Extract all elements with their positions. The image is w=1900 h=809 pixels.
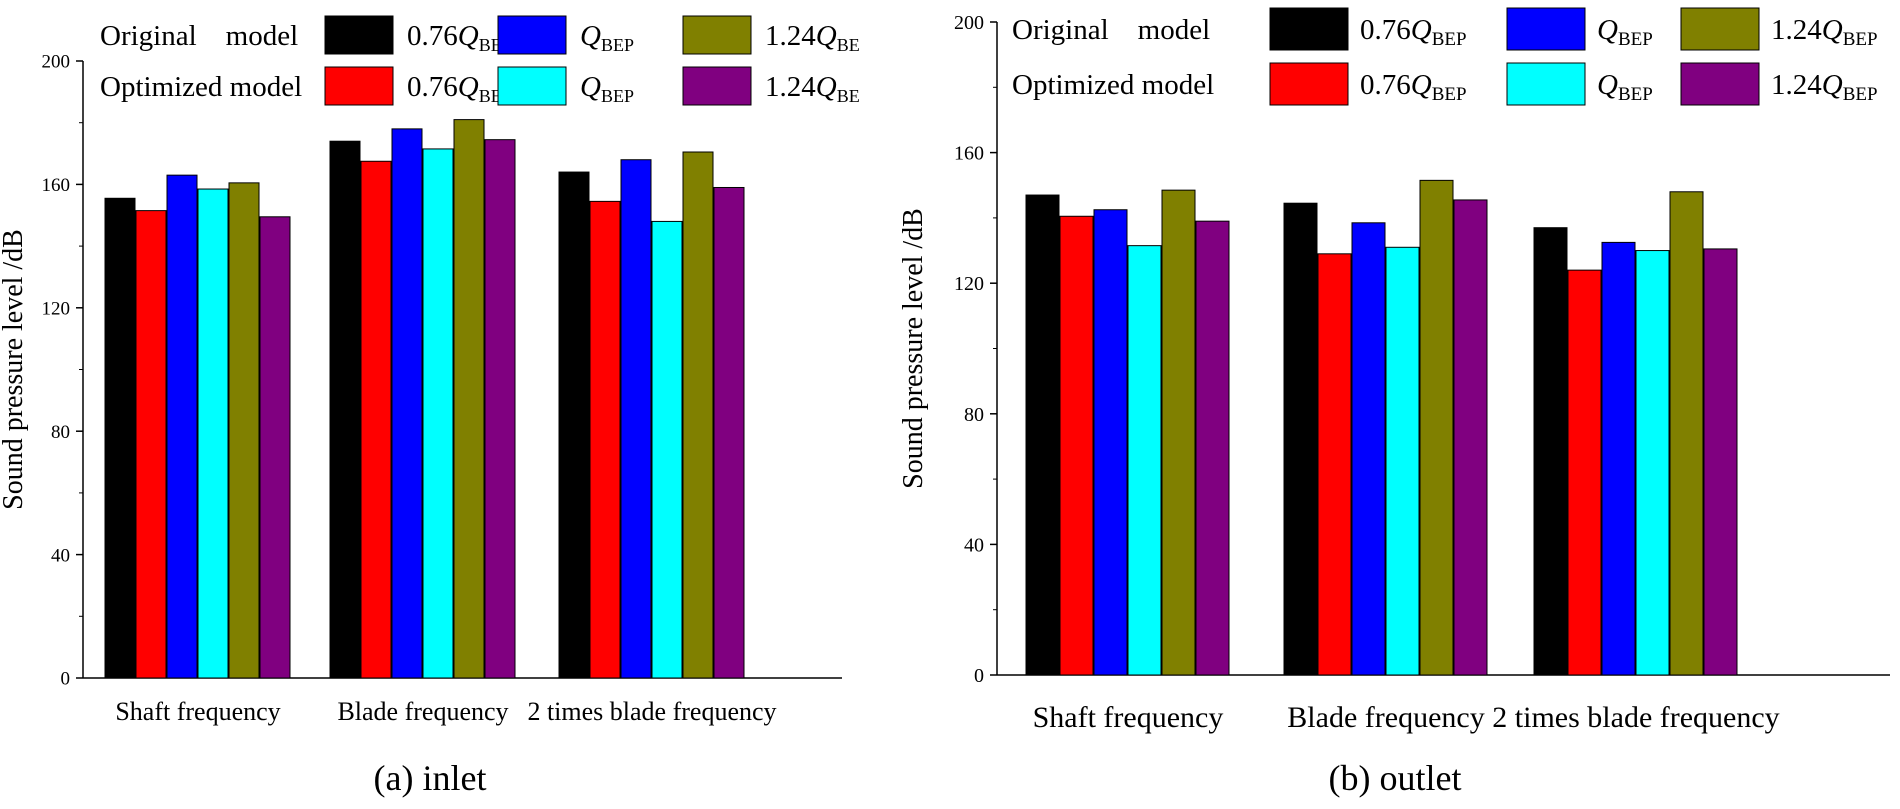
legend-optimized-entry: 0.76QBEP bbox=[407, 71, 512, 106]
legend-optimized-swatch bbox=[497, 66, 567, 106]
bar-2-times-blade-frequency-original-model-1-24q-bep bbox=[1669, 191, 1704, 676]
legend-original-entry: 1.24QBEP bbox=[765, 20, 860, 55]
legend-original-label: Original model bbox=[1012, 14, 1210, 46]
bar-blade-frequency-optimized-model-q-bep bbox=[422, 148, 454, 679]
chart-panel-outlet: 0 40 80 120 160 200 Sound pressure level /dB Sh… bbox=[860, 0, 1900, 809]
bar-blade-frequency-original-model-q-bep bbox=[1351, 222, 1386, 676]
bar-2-times-blade-frequency-optimized-model-0-76q-bep bbox=[589, 200, 621, 679]
bar-shaft-frequency-original-model-0-76q-bep bbox=[1025, 194, 1060, 676]
y-tick-label: 160 bbox=[954, 143, 984, 165]
bar-blade-frequency-original-model-1-24q-bep bbox=[1419, 179, 1454, 676]
legend-optimized-swatch bbox=[324, 66, 394, 106]
y-tick-label: 160 bbox=[42, 175, 71, 196]
bar-2-times-blade-frequency-original-model-q-bep bbox=[620, 159, 652, 679]
legend-optimized-swatch bbox=[682, 66, 752, 106]
legend-original-swatch bbox=[1506, 7, 1586, 51]
bar-shaft-frequency-original-model-0-76q-bep bbox=[104, 197, 136, 679]
y-tick-label: 0 bbox=[974, 665, 984, 687]
bar-2-times-blade-frequency-original-model-0-76q-bep bbox=[1533, 227, 1568, 676]
legend-original-entry: QBEP bbox=[580, 20, 634, 55]
bar-2-times-blade-frequency-original-model-q-bep bbox=[1601, 241, 1636, 676]
legend-original-swatch bbox=[497, 15, 567, 55]
x-category-label: Shaft frequency bbox=[115, 697, 280, 726]
bar-shaft-frequency-optimized-model-0-76q-bep bbox=[135, 210, 167, 679]
legend-original-entry: 0.76QBEP bbox=[1360, 14, 1467, 50]
bar-blade-frequency-optimized-model-1-24q-bep bbox=[484, 139, 516, 679]
legend-original-entry: QBEP bbox=[1597, 14, 1653, 50]
y-tick-label: 40 bbox=[51, 545, 70, 566]
bar-blade-frequency-original-model-q-bep bbox=[391, 128, 423, 679]
chart-inlet: 0 40 80 120 160 200 Sound pressure level /dB Sh… bbox=[0, 15, 860, 798]
bar-shaft-frequency-optimized-model-q-bep bbox=[197, 188, 229, 679]
y-axis-label: Sound pressure level /dB bbox=[898, 208, 929, 489]
y-tick-label: 80 bbox=[964, 404, 984, 426]
bar-2-times-blade-frequency-optimized-model-q-bep bbox=[1635, 250, 1670, 676]
bar-2-times-blade-frequency-optimized-model-1-24q-bep bbox=[713, 186, 745, 679]
legend-original-swatch bbox=[682, 15, 752, 55]
legend-original-entry: 0.76QBEP bbox=[407, 20, 512, 55]
bar-2-times-blade-frequency-original-model-0-76q-bep bbox=[558, 171, 590, 679]
legend-optimized-swatch bbox=[1506, 62, 1586, 106]
bar-blade-frequency-original-model-0-76q-bep bbox=[329, 140, 361, 679]
x-category-label: Blade frequency bbox=[337, 697, 508, 726]
x-category-label: 2 times blade frequency bbox=[527, 697, 776, 726]
legend-optimized-entry: 0.76QBEP bbox=[1360, 69, 1467, 105]
legend-optimized-label: Optimized model bbox=[100, 71, 302, 103]
legend-optimized-entry: QBEP bbox=[1597, 69, 1653, 105]
legend-original-swatch bbox=[1680, 7, 1760, 51]
bar-2-times-blade-frequency-original-model-1-24q-bep bbox=[682, 151, 714, 679]
legend-optimized-entry: QBEP bbox=[580, 71, 634, 106]
y-tick-label: 40 bbox=[964, 534, 984, 556]
chart-caption: (a) inlet bbox=[374, 758, 487, 798]
legend-optimized-swatch bbox=[1680, 62, 1760, 106]
bar-shaft-frequency-optimized-model-1-24q-bep bbox=[259, 216, 291, 679]
y-tick-label: 0 bbox=[61, 669, 71, 690]
bar-shaft-frequency-original-model-1-24q-bep bbox=[1161, 189, 1196, 676]
chart-caption: (b) outlet bbox=[1329, 758, 1462, 798]
legend-original-swatch bbox=[1269, 7, 1349, 51]
bar-shaft-frequency-optimized-model-1-24q-bep bbox=[1195, 220, 1230, 676]
bar-blade-frequency-original-model-0-76q-bep bbox=[1283, 202, 1318, 676]
chart-outlet: 0 40 80 120 160 200 Sound pressure level /dB Sh… bbox=[898, 7, 1890, 798]
y-axis-label: Sound pressure level /dB bbox=[0, 229, 29, 510]
bar-shaft-frequency-original-model-q-bep bbox=[166, 174, 198, 679]
y-tick-label: 80 bbox=[51, 422, 70, 443]
bar-blade-frequency-optimized-model-1-24q-bep bbox=[1453, 199, 1488, 676]
x-category-label: Blade frequency bbox=[1287, 701, 1484, 734]
y-tick-label: 200 bbox=[954, 12, 984, 34]
bar-shaft-frequency-original-model-1-24q-bep bbox=[228, 182, 260, 679]
x-category-label: 2 times blade frequency bbox=[1492, 701, 1779, 734]
legend-optimized-entry: 1.24QBEP bbox=[765, 71, 860, 106]
bar-2-times-blade-frequency-optimized-model-0-76q-bep bbox=[1567, 269, 1602, 676]
y-tick-label: 120 bbox=[954, 273, 984, 295]
bar-blade-frequency-optimized-model-0-76q-bep bbox=[360, 160, 392, 679]
y-tick-label: 200 bbox=[42, 52, 71, 73]
bar-shaft-frequency-original-model-q-bep bbox=[1093, 209, 1128, 676]
bar-blade-frequency-optimized-model-q-bep bbox=[1385, 246, 1420, 676]
bar-2-times-blade-frequency-optimized-model-q-bep bbox=[651, 220, 683, 679]
legend-original-label: Original model bbox=[100, 20, 298, 52]
chart-panel-inlet: 0 40 80 120 160 200 Sound pressure level /dB Sh… bbox=[0, 0, 860, 809]
bar-blade-frequency-original-model-1-24q-bep bbox=[453, 119, 485, 679]
legend-optimized-entry: 1.24QBEP bbox=[1771, 69, 1878, 105]
x-category-label: Shaft frequency bbox=[1033, 701, 1224, 734]
bar-shaft-frequency-optimized-model-q-bep bbox=[1127, 245, 1162, 676]
bar-blade-frequency-optimized-model-0-76q-bep bbox=[1317, 253, 1352, 676]
legend-optimized-label: Optimized model bbox=[1012, 69, 1214, 101]
legend-original-entry: 1.24QBEP bbox=[1771, 14, 1878, 50]
bar-2-times-blade-frequency-optimized-model-1-24q-bep bbox=[1703, 248, 1738, 676]
y-tick-label: 120 bbox=[42, 298, 71, 319]
bar-shaft-frequency-optimized-model-0-76q-bep bbox=[1059, 215, 1094, 676]
legend-optimized-swatch bbox=[1269, 62, 1349, 106]
legend-original-swatch bbox=[324, 15, 394, 55]
